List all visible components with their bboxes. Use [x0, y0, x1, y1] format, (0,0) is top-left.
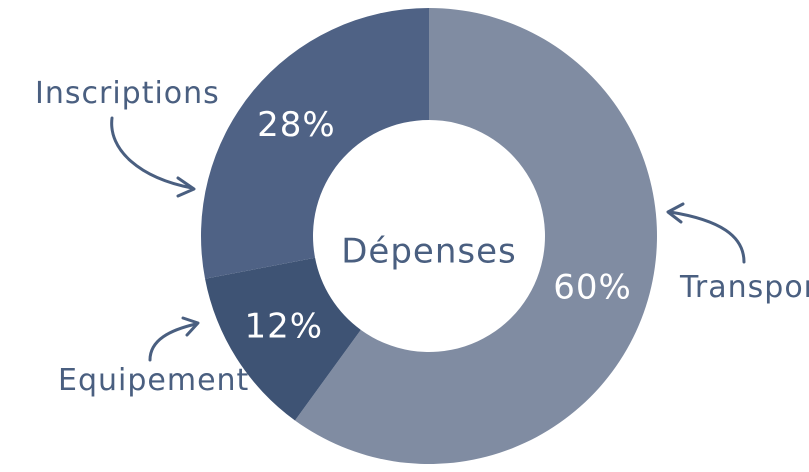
slice-value-labels: 60% 12% 28%	[244, 105, 632, 347]
arrow-transport-icon	[668, 210, 746, 264]
slice-equipement	[205, 257, 361, 421]
center-label: Dépenses	[341, 232, 517, 272]
donut-slices	[200, 8, 658, 464]
arrow-inscriptions-icon	[110, 116, 194, 190]
slice-value-transport: 60%	[553, 268, 632, 308]
arrowhead-equipement-icon	[181, 316, 200, 337]
slice-value-equipement: 12%	[244, 307, 323, 347]
arrowhead-transport-icon	[666, 202, 685, 224]
arrow-equipement-icon	[148, 322, 198, 362]
callout-label-transport: Transport	[679, 270, 809, 305]
slice-value-inscriptions: 28%	[257, 105, 336, 145]
slice-transport	[294, 8, 658, 464]
arrowhead-inscriptions-icon	[176, 176, 196, 198]
callout-label-equipement: Equipement	[58, 363, 249, 398]
callout-label-inscriptions: Inscriptions	[35, 76, 220, 111]
slice-inscriptions	[200, 8, 429, 279]
